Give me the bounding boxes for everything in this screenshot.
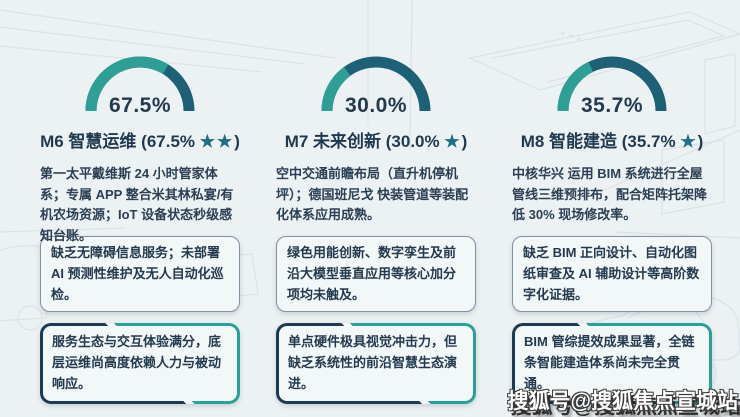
module-title: M8 智能建造 (35.7% ★) (512, 127, 712, 152)
gap-note-box: 缺乏无障碍信息服务；未部署 AI 预测性维护及无人自动化巡检。 (40, 236, 240, 313)
gauge-chart-m7: 30.0% (320, 56, 432, 118)
star-rating-icon: ★ (444, 132, 462, 151)
module-title: M6 智慧运维 (67.5% ★★) (40, 127, 240, 152)
gauge-value-arc (85, 56, 169, 112)
module-title-text: M6 智慧运维 (67.5% (40, 132, 200, 151)
gauge-value: 67.5% (108, 94, 172, 117)
watermark: 搜狐号@搜狐焦点宣城站 (507, 390, 738, 413)
module-columns: 67.5% M6 智慧运维 (67.5% ★★) 第一太平戴维斯 24 小时管家… (40, 56, 712, 404)
module-title-close: ) (234, 132, 240, 151)
summary-note-inner: 服务生态与交互体验满分，底层运维尚高度依赖人力与被动响应。 (43, 326, 237, 401)
gap-note-box: 缺乏 BIM 正向设计、自动化图纸审查及 AI 辅助设计等高阶数字化证据。 (512, 236, 712, 313)
gap-note-text: 缺乏 BIM 正向设计、自动化图纸审查及 AI 辅助设计等高阶数字化证据。 (523, 245, 700, 302)
star-rating-icon: ★ (680, 132, 698, 151)
module-column-m6: 67.5% M6 智慧运维 (67.5% ★★) 第一太平戴维斯 24 小时管家… (40, 56, 240, 404)
gauge-value-arc (321, 66, 351, 112)
module-title-text: M7 未来创新 (30.0% (284, 132, 445, 151)
summary-note-text: BIM 管综提效成果显著，全链条智能建造体系尚未完全贯通。 (524, 334, 695, 391)
summary-note-box: 单点硬件极具视觉冲击力，但缺乏系统性的前沿智慧生态演进。 (276, 323, 476, 404)
gap-note-text: 绿色用能创新、数字孪生及前沿大模型垂直应用等核心加分项均未触及。 (287, 245, 457, 302)
gauge-value-arc (557, 61, 594, 112)
summary-note-inner: BIM 管综提效成果显著，全链条智能建造体系尚未完全贯通。 (515, 326, 709, 401)
module-title-close: ) (461, 132, 468, 151)
summary-note-text: 服务生态与交互体验满分，底层运维尚高度依赖人力与被动响应。 (52, 334, 222, 391)
gauge-chart-m8: 35.7% (556, 56, 668, 118)
module-column-m7: 30.0% M7 未来创新 (30.0% ★) 空中交通前瞻布局（直升机停机坪）… (276, 56, 476, 404)
gauge-chart-m6: 67.5% (84, 56, 196, 118)
summary-note-inner: 单点硬件极具视觉冲击力，但缺乏系统性的前沿智慧生态演进。 (279, 326, 473, 401)
module-title: M7 未来创新 (30.0% ★) (276, 127, 476, 152)
gauge-value: 35.7% (580, 94, 644, 117)
gap-note-box: 绿色用能创新、数字孪生及前沿大模型垂直应用等核心加分项均未触及。 (276, 236, 476, 313)
star-rating-icon: ★★ (199, 132, 235, 151)
module-column-m8: 35.7% M8 智能建造 (35.7% ★) 中核华兴 运用 BIM 系统进行… (512, 56, 712, 404)
summary-note-box: BIM 管综提效成果显著，全链条智能建造体系尚未完全贯通。 (512, 323, 712, 404)
module-title-close: ) (697, 132, 704, 151)
module-description: 第一太平戴维斯 24 小时管家体系；专属 APP 整合米其林私宴/有机农场资源；… (40, 166, 234, 243)
summary-note-box: 服务生态与交互体验满分，底层运维尚高度依赖人力与被动响应。 (40, 323, 240, 404)
module-description: 空中交通前瞻布局（直升机停机坪）；德国班尼戈 快装管道等装配化体系应用成熟。 (276, 166, 469, 223)
module-description: 中核华兴 运用 BIM 系统进行全屋管线三维预排布，配合矩阵托架降低 30% 现… (512, 166, 708, 223)
module-title-text: M8 智能建造 (35.7% (520, 132, 681, 151)
gap-note-text: 缺乏无障碍信息服务；未部署 AI 预测性维护及无人自动化巡检。 (51, 245, 224, 302)
summary-note-text: 单点硬件极具视觉冲击力，但缺乏系统性的前沿智慧生态演进。 (288, 334, 458, 391)
gauge-value: 30.0% (344, 94, 408, 117)
